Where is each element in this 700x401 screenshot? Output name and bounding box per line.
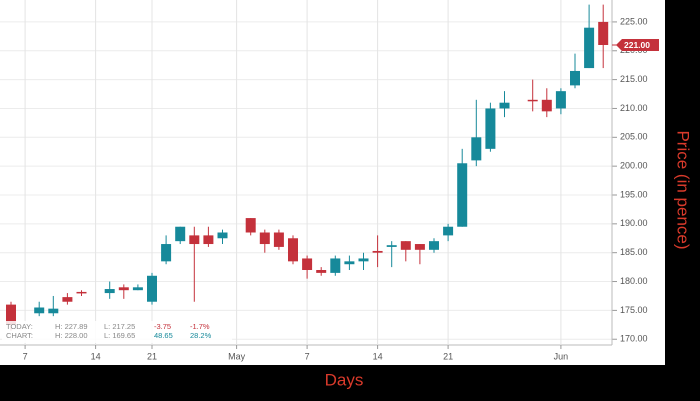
info-text: L: 217.25 [104, 322, 135, 331]
candle-body [104, 289, 115, 294]
candle-body [330, 258, 341, 273]
candle-body [457, 163, 468, 227]
y-tick-label: 210.00 [620, 103, 648, 113]
candle-body [245, 218, 256, 233]
candle-body [118, 287, 129, 291]
candle-body [161, 244, 172, 262]
candle-body [316, 270, 327, 273]
x-axis-label: Days [325, 370, 364, 389]
candle-body [358, 258, 369, 262]
x-tick-label: May [228, 351, 246, 361]
candle-body [132, 287, 143, 291]
info-text: -1.7% [190, 322, 210, 331]
candle-body [485, 108, 496, 149]
last-price-box [616, 39, 659, 51]
info-text: 28.2% [190, 331, 212, 340]
candle-body [62, 297, 73, 302]
info-text: TODAY: [6, 322, 33, 331]
candle-body [598, 21, 609, 45]
candle-body [189, 235, 200, 245]
candle-body [288, 238, 298, 262]
y-axis-label: Price (in pence) [674, 130, 693, 249]
info-text: H: 228.00 [55, 331, 88, 340]
candle-body [203, 235, 214, 245]
info-box [2, 321, 232, 343]
candle-body [76, 291, 87, 294]
candle-body [570, 70, 580, 86]
info-text: H: 227.89 [55, 322, 88, 331]
candle-body [259, 232, 270, 245]
candle-body [541, 99, 552, 112]
candle-body [499, 102, 510, 109]
y-tick-label: 215.00 [620, 74, 648, 84]
candle-body [217, 232, 228, 239]
info-text: 48.65 [154, 331, 173, 340]
x-tick-label: 14 [373, 351, 383, 361]
candle-body [429, 241, 439, 250]
candle-body [34, 307, 45, 314]
x-tick-label: 14 [91, 351, 101, 361]
x-tick-label: 21 [443, 351, 453, 361]
y-tick-label: 190.00 [620, 218, 648, 228]
candle-body [443, 226, 454, 236]
y-tick-label: 180.00 [620, 276, 648, 286]
y-tick-label: 170.00 [620, 334, 648, 344]
candle-body [555, 91, 566, 109]
y-tick-label: 200.00 [620, 161, 648, 171]
candle-body [273, 232, 284, 247]
info-text: L: 169.65 [104, 331, 135, 340]
y-tick-label: 195.00 [620, 189, 648, 199]
x-tick-label: 7 [23, 351, 28, 361]
candle-body [302, 258, 313, 270]
candle-body [527, 99, 538, 102]
candle-body [584, 27, 595, 69]
candle-body [471, 137, 482, 161]
y-tick-label: 225.00 [620, 16, 648, 26]
candle-body [400, 241, 411, 250]
y-tick-label: 205.00 [620, 132, 648, 142]
x-tick-label: Jun [554, 351, 569, 361]
x-tick-label: 7 [305, 351, 310, 361]
candle-body [175, 226, 186, 242]
candle-body [386, 245, 397, 247]
candle-body [372, 250, 383, 253]
y-tick-label: 185.00 [620, 247, 648, 257]
y-tick-label: 175.00 [620, 305, 648, 315]
x-tick-label: 21 [147, 351, 157, 361]
candle-body [6, 304, 16, 325]
candle-body [414, 244, 425, 250]
candle-body [344, 261, 355, 265]
last-price-label: 221.00 [624, 40, 650, 50]
candle-body [48, 308, 59, 314]
info-text: -3.75 [154, 322, 171, 331]
candle-body [147, 275, 157, 302]
info-text: CHART: [6, 331, 33, 340]
chart-panel [0, 0, 665, 365]
